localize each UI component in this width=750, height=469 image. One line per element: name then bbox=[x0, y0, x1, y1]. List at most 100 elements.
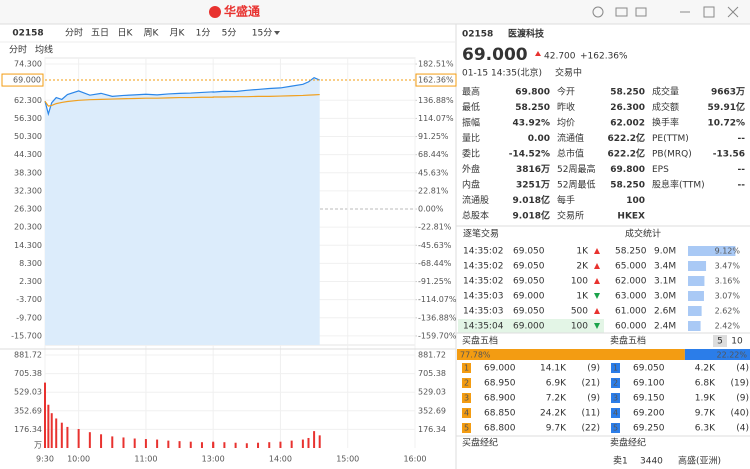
tab[interactable]: 15分 bbox=[252, 28, 272, 39]
section-title: 卖盘五档 bbox=[610, 335, 646, 347]
y-tick-label: -9.700 bbox=[16, 313, 42, 322]
stat-label: 成交量 bbox=[652, 86, 679, 98]
volume-bar bbox=[178, 441, 181, 448]
volume-unit: 万 bbox=[34, 441, 42, 450]
volume-bar bbox=[200, 442, 203, 448]
depth-label[interactable]: 10 bbox=[731, 337, 743, 347]
y2-tick-label: 136.88% bbox=[418, 96, 454, 105]
y2-tick-label: 529.03 bbox=[418, 388, 446, 397]
y-tick-label: 529.03 bbox=[14, 388, 42, 397]
book-price: 69.100 bbox=[633, 379, 665, 389]
tab[interactable]: 分时 bbox=[65, 27, 83, 39]
x-tick-label: 9:30 bbox=[36, 455, 54, 464]
series-line bbox=[44, 76, 320, 117]
stat-value: -- bbox=[738, 181, 746, 191]
last-pct-box bbox=[415, 73, 457, 87]
stat-value: 9663万 bbox=[711, 87, 745, 98]
stat-value: 9.018亿 bbox=[513, 210, 550, 222]
volume-bar bbox=[66, 426, 69, 448]
stat-label: 委比 bbox=[462, 148, 480, 160]
book-count: (11) bbox=[582, 409, 600, 419]
window-icons[interactable] bbox=[592, 6, 739, 18]
tab[interactable]: 1分 bbox=[196, 28, 211, 39]
y2-tick-label: 45.63% bbox=[418, 168, 449, 177]
volume-bar bbox=[313, 431, 316, 448]
trade-volume: 2K bbox=[576, 262, 589, 272]
stat-value: 62.002 bbox=[610, 119, 645, 129]
level: 3 bbox=[464, 394, 469, 403]
stat-value: 69.800 bbox=[610, 165, 645, 175]
section-title: 买盘经纪 bbox=[462, 437, 498, 449]
up-arrow bbox=[594, 278, 600, 284]
volume-bar bbox=[100, 434, 103, 448]
level: 5 bbox=[464, 424, 469, 433]
stat-volume: 3.1M bbox=[654, 277, 676, 287]
volume-bar bbox=[122, 437, 125, 448]
y-tick-label: 881.72 bbox=[14, 351, 42, 360]
stat-value: 0.00 bbox=[528, 134, 550, 144]
volume-bar bbox=[245, 443, 248, 448]
tab[interactable]: 月K bbox=[170, 28, 186, 39]
volume-bar bbox=[318, 435, 321, 448]
level: 5 bbox=[613, 424, 618, 433]
level: 2 bbox=[613, 379, 618, 388]
book-volume: 6.3K bbox=[695, 424, 716, 434]
y2-tick-label: -68.44% bbox=[418, 259, 452, 268]
stat-label: PE(TTM) bbox=[652, 134, 689, 144]
tab[interactable]: 5分 bbox=[222, 28, 237, 39]
stat-value: 58.250 bbox=[610, 88, 645, 98]
section-title: 成交统计 bbox=[625, 228, 661, 240]
stat-value: 3251万 bbox=[516, 180, 550, 191]
series-line bbox=[44, 93, 320, 107]
book-volume: 9.7K bbox=[695, 409, 716, 419]
broker-id: 3440 bbox=[640, 457, 663, 467]
section-title: 买盘五档 bbox=[462, 335, 498, 347]
depth-button[interactable] bbox=[713, 335, 727, 347]
book-count: (40) bbox=[731, 409, 749, 419]
book-price: 68.950 bbox=[484, 379, 516, 389]
trade-price: 69.000 bbox=[513, 322, 545, 332]
volume-bar bbox=[55, 418, 58, 448]
trade-volume: 1K bbox=[576, 292, 589, 302]
up-arrow bbox=[594, 263, 600, 269]
volume-bar bbox=[223, 442, 226, 448]
level: 4 bbox=[613, 409, 618, 418]
level-box bbox=[611, 363, 620, 373]
tab[interactable]: 周K bbox=[144, 28, 160, 39]
level-box bbox=[462, 423, 471, 433]
y2-tick-label: 705.38 bbox=[418, 369, 446, 378]
trade-volume: 100 bbox=[571, 322, 588, 332]
depth-button[interactable] bbox=[730, 335, 744, 347]
volume-bar bbox=[111, 436, 114, 448]
volume-bar bbox=[88, 432, 91, 448]
volume-bar bbox=[77, 429, 80, 448]
book-volume: 4.2K bbox=[695, 364, 716, 374]
trade-time: 14:35:02 bbox=[463, 277, 503, 287]
down-arrow bbox=[594, 323, 600, 329]
stat-price: 65.000 bbox=[615, 262, 647, 272]
stat-label: 内盘 bbox=[462, 179, 480, 191]
stat-label: 股息率(TTM) bbox=[652, 179, 705, 191]
depth-label[interactable]: 5 bbox=[717, 337, 723, 347]
book-count: (9) bbox=[587, 394, 600, 404]
stat-value: 622.2亿 bbox=[608, 148, 645, 160]
dropdown-arrow[interactable] bbox=[274, 31, 280, 35]
volume-bar bbox=[234, 442, 237, 448]
ask-ratio-bar bbox=[684, 349, 750, 360]
y-tick-label: 44.300 bbox=[14, 150, 42, 159]
book-volume: 6.9K bbox=[546, 379, 567, 389]
stat-price: 63.000 bbox=[615, 292, 647, 302]
logo-icon bbox=[209, 6, 221, 18]
book-volume: 6.8K bbox=[695, 379, 716, 389]
stat-label: 今开 bbox=[557, 86, 575, 98]
trade-price: 69.050 bbox=[513, 277, 545, 287]
tab[interactable]: 五日 bbox=[91, 28, 109, 39]
book-price: 68.800 bbox=[484, 424, 516, 434]
stat-volume: 3.0M bbox=[654, 292, 676, 302]
tab[interactable]: 日K bbox=[118, 28, 134, 39]
stat-value: 622.2亿 bbox=[608, 132, 645, 144]
stat-label: 每手 bbox=[557, 194, 575, 206]
stat-price: 61.000 bbox=[615, 307, 647, 317]
volume-bar bbox=[144, 439, 147, 448]
